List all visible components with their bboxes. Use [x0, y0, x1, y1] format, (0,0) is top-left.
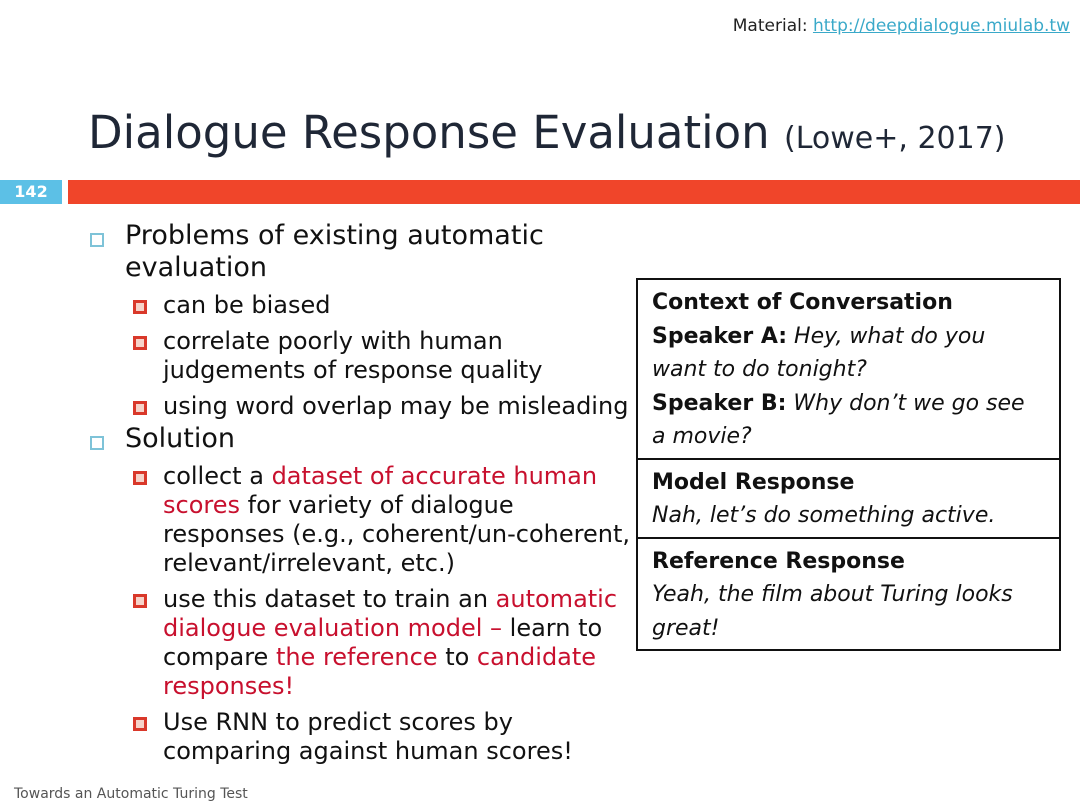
title-accent-bar	[68, 180, 1080, 204]
sub-bullet-text: can be biased	[163, 291, 331, 319]
filled-square-bullet-icon	[133, 300, 147, 314]
material-label: Material:	[732, 16, 813, 36]
sub-bullet-text: to	[437, 643, 477, 671]
highlight-text: dataset of accurate human scores	[163, 462, 598, 519]
material-link[interactable]: http://deepdialogue.miulab.tw	[812, 16, 1070, 36]
context-heading: Context of Conversation	[652, 290, 953, 315]
sub-bullet-item: using word overlap may be misleading	[90, 392, 635, 421]
bullet-text: Solution	[125, 423, 235, 454]
reference-text: Yeah, the film about Turing looks great!	[652, 582, 1013, 641]
sub-bullet-item: correlate poorly with human judgements o…	[90, 327, 635, 385]
bullet-item: Problems of existing automatic evaluatio…	[90, 220, 635, 284]
speaker-a-text: Hey, what do you want to do tonight?	[652, 323, 986, 383]
sub-bullet-item: use this dataset to train an automatic d…	[90, 585, 635, 701]
speaker-b-label: Speaker B:	[652, 390, 787, 416]
title-citation: (Lowe+, 2017)	[784, 121, 1006, 156]
sub-bullet-text: collect a	[163, 462, 272, 490]
filled-square-bullet-icon	[133, 717, 147, 731]
sub-bullet-text: Use RNN to predict scores by comparing a…	[163, 708, 573, 765]
model-text: Nah, let’s do something active.	[652, 503, 996, 528]
model-heading: Model Response	[652, 469, 855, 495]
highlight-text: the reference	[275, 643, 438, 671]
sub-bullet-text: using word overlap may be misleading	[163, 392, 629, 420]
page-title: Dialogue Response Evaluation (Lowe+, 201…	[88, 106, 1006, 159]
speaker-a-line: Speaker A: Hey, what do you want to do t…	[652, 320, 1045, 387]
footer: Towards an Automatic Turing Test	[14, 786, 248, 802]
square-bullet-icon	[90, 436, 104, 450]
highlight-text: candidate responses!	[163, 643, 597, 700]
sub-bullet-item: can be biased	[90, 291, 635, 320]
filled-square-bullet-icon	[133, 336, 147, 350]
model-response-section: Model Response Nah, let’s do something a…	[638, 457, 1059, 537]
context-section: Context of Conversation Speaker A: Hey, …	[638, 280, 1059, 458]
reference-heading: Reference Response	[652, 548, 905, 574]
reference-response-section: Reference Response Yeah, the film about …	[638, 536, 1059, 650]
sub-bullet-text: correlate poorly with human judgements o…	[163, 327, 543, 384]
sub-bullet-text: use this dataset to train an	[163, 585, 496, 613]
slide-number: 142	[0, 180, 62, 204]
title-main: Dialogue Response Evaluation	[88, 106, 785, 159]
example-box: Context of Conversation Speaker A: Hey, …	[636, 278, 1061, 651]
filled-square-bullet-icon	[133, 594, 147, 608]
speaker-a-label: Speaker A:	[652, 323, 788, 349]
sub-bullet-item: collect a dataset of accurate human scor…	[90, 462, 635, 578]
highlight-text: automatic dialogue evaluation model –	[163, 585, 618, 642]
material-credit: Material: http://deepdialogue.miulab.tw	[733, 16, 1070, 36]
speaker-b-text: Why don’t we go see a movie?	[652, 390, 1025, 450]
sub-bullet-item: Use RNN to predict scores by comparing a…	[90, 708, 635, 766]
filled-square-bullet-icon	[133, 471, 147, 485]
square-bullet-icon	[90, 233, 104, 247]
bullet-list: Problems of existing automatic evaluatio…	[90, 218, 635, 766]
sub-bullet-text: learn to compare	[163, 614, 603, 671]
bullet-text: Problems of existing automatic evaluatio…	[125, 220, 544, 283]
bullet-item: Solution	[90, 423, 635, 455]
filled-square-bullet-icon	[133, 401, 147, 415]
sub-bullet-text: for variety of dialogue responses (e.g.,…	[163, 491, 630, 577]
speaker-b-line: Speaker B: Why don’t we go see a movie?	[652, 387, 1045, 454]
